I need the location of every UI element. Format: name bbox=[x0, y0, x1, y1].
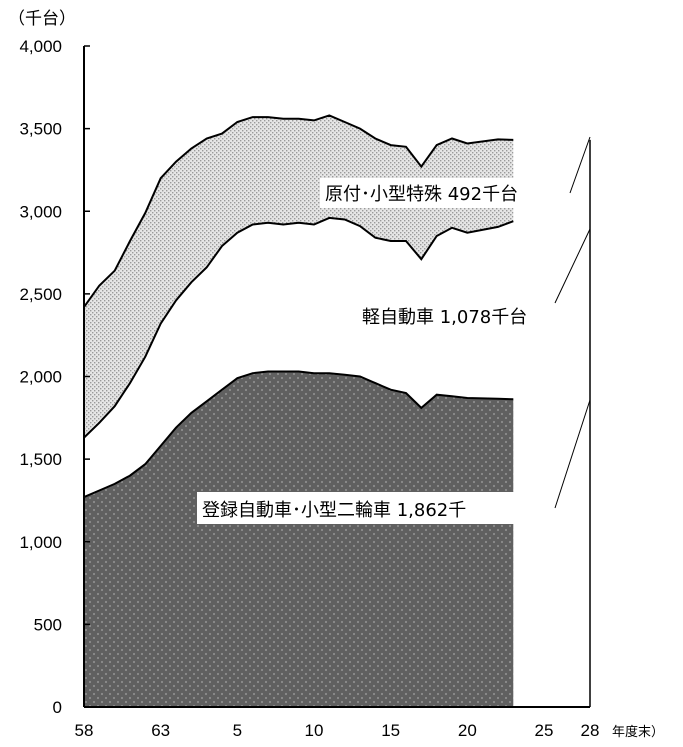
x-tick-label: 20 bbox=[458, 721, 477, 740]
area-light bbox=[84, 217, 514, 498]
y-tick-label: 0 bbox=[53, 698, 62, 717]
x-tick-label: 58 bbox=[75, 721, 94, 740]
line-registered-top bbox=[83, 370, 514, 499]
y-tick-label: 1,000 bbox=[19, 533, 62, 552]
y-tick-label: 4,000 bbox=[19, 37, 62, 56]
y-unit-label: （千台） bbox=[8, 9, 76, 29]
label-box-registered bbox=[197, 492, 555, 524]
label-moped: 原付･小型特殊 492千台 bbox=[325, 184, 518, 205]
line-moped-top bbox=[83, 114, 514, 308]
y-tick-label: 3,500 bbox=[19, 120, 62, 139]
x-tick-label: 28 bbox=[581, 721, 600, 740]
leader-line-registered bbox=[554, 399, 591, 509]
x-tick-label: 63 bbox=[151, 721, 170, 740]
line-light-top bbox=[83, 216, 514, 439]
leader-line-light bbox=[554, 228, 591, 304]
x-tick-label: 10 bbox=[305, 721, 324, 740]
y-tick-label: 2,000 bbox=[19, 368, 62, 387]
y-tick-label: 3,000 bbox=[19, 202, 62, 221]
x-unit-label: 年度末） bbox=[612, 724, 664, 740]
x-tick-label: 5 bbox=[233, 721, 242, 740]
label-light: 軽自動車 1,078千台 bbox=[362, 307, 527, 328]
y-tick-label: 2,500 bbox=[19, 285, 62, 304]
leader-line-moped bbox=[569, 136, 591, 194]
label-box-moped bbox=[320, 178, 570, 208]
tick-labels: 0 500 1,000 1,500 2,000 2,500 3,000 3,500 4,000 5… bbox=[19, 37, 599, 740]
x-tick-label: 15 bbox=[381, 721, 400, 740]
annotations: 原付･小型特殊 492千台 軽自動車 1,078千台 登録自動車･小型二輪車 1… bbox=[197, 136, 591, 524]
label-registered: 登録自動車･小型二輪車 1,862千 bbox=[202, 500, 466, 521]
y-tick-label: 1,500 bbox=[19, 450, 62, 469]
area-registered bbox=[84, 371, 514, 707]
x-tick-label: 25 bbox=[535, 721, 554, 740]
y-tick-label: 500 bbox=[34, 615, 62, 634]
